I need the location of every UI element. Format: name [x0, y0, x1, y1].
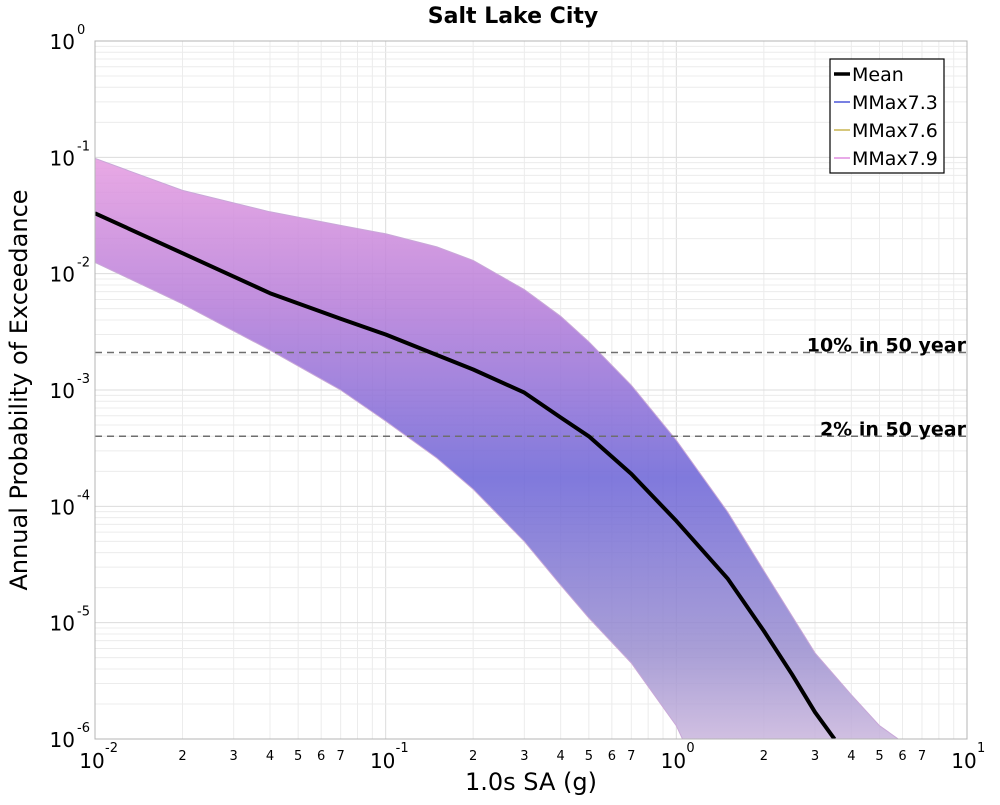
- y-tick-exponent: -6: [77, 721, 90, 736]
- x-minor-tick-label: 7: [627, 749, 635, 764]
- x-minor-tick-label: 6: [898, 749, 906, 764]
- x-tick-label: 10: [370, 749, 395, 773]
- reference-line-label: 10% in 50 year: [807, 335, 967, 357]
- x-minor-tick-label: 5: [875, 749, 883, 764]
- x-minor-tick-label: 2: [469, 749, 477, 764]
- y-tick-label: 10: [50, 495, 75, 519]
- legend-label-mmax76: MMax7.6: [852, 120, 938, 142]
- x-tick-exponent: -2: [105, 741, 118, 756]
- x-minor-tick-label: 7: [918, 749, 926, 764]
- x-tick-exponent: -1: [396, 741, 409, 756]
- x-minor-tick-label: 6: [317, 749, 325, 764]
- y-tick-label: 10: [50, 30, 75, 54]
- x-minor-tick-label: 4: [847, 749, 855, 764]
- y-tick-label: 10: [50, 263, 75, 287]
- x-minor-tick-label: 3: [520, 749, 528, 764]
- y-tick-exponent: -3: [77, 372, 90, 387]
- chart-title: Salt Lake City: [428, 4, 598, 29]
- x-minor-tick-label: 5: [294, 749, 302, 764]
- legend: Mean MMax7.3 MMax7.6 MMax7.9: [829, 58, 945, 174]
- x-minor-tick-label: 2: [178, 749, 186, 764]
- y-tick-label: 10: [50, 728, 75, 752]
- x-tick-label: 10: [79, 749, 104, 773]
- x-minor-tick-label: 3: [811, 749, 819, 764]
- x-tick-exponent: 1: [977, 741, 985, 756]
- x-minor-tick-label: 5: [585, 749, 593, 764]
- x-minor-tick-label: 2: [760, 749, 768, 764]
- legend-box: [829, 58, 945, 174]
- x-axis-label: 1.0s SA (g): [465, 768, 597, 796]
- y-tick-exponent: -4: [77, 488, 90, 503]
- y-tick-exponent: -1: [77, 139, 90, 154]
- y-axis-label: Annual Probability of Exceedance: [5, 189, 33, 590]
- x-minor-tick-label: 6: [608, 749, 616, 764]
- y-tick-exponent: 0: [77, 23, 85, 38]
- series-lines: [95, 211, 837, 739]
- mean-line: [95, 211, 837, 739]
- legend-label-mmax73: MMax7.3: [852, 92, 938, 114]
- legend-label-mean: Mean: [852, 64, 904, 86]
- x-minor-tick-label: 4: [266, 749, 274, 764]
- x-tick-label: 10: [951, 749, 976, 773]
- plot-frame: [94, 40, 968, 740]
- x-tick-exponent: 0: [686, 741, 694, 756]
- x-minor-tick-label: 7: [337, 749, 345, 764]
- reference-line-label: 2% in 50 year: [820, 418, 967, 440]
- legend-label-mmax79: MMax7.9: [852, 148, 938, 170]
- x-minor-tick-label: 3: [230, 749, 238, 764]
- x-tick-label: 10: [661, 749, 686, 773]
- y-tick-exponent: -2: [77, 256, 90, 271]
- x-minor-tick-label: 4: [557, 749, 565, 764]
- y-tick-label: 10: [50, 612, 75, 636]
- reference-lines: 10% in 50 year 2% in 50 year: [95, 335, 967, 440]
- y-tick-label: 10: [50, 379, 75, 403]
- y-tick-exponent: -5: [77, 605, 90, 620]
- y-tick-label: 10: [50, 146, 75, 170]
